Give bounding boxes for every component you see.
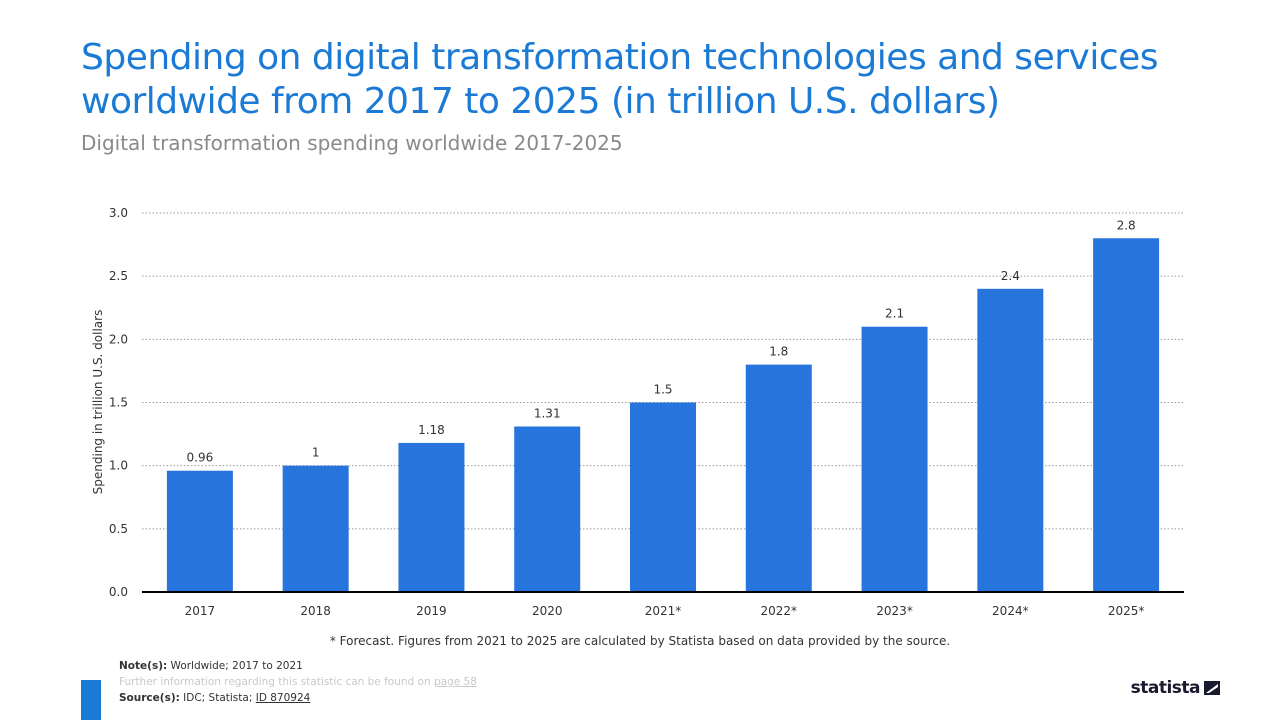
bar [861,326,928,592]
bar-value-label: 1 [312,446,320,460]
x-tick-label: 2025* [1108,604,1145,618]
bar-value-label: 1.31 [534,407,561,421]
x-axis-ticks: 2017 2018 2019 2020 2021* 2022* 2023* 2024* 2025… [185,604,1145,618]
y-tick-label: 0.5 [109,522,128,536]
further-info-text: Further information regarding this stati… [119,676,431,688]
bar-value-label: 0.96 [187,451,214,465]
source-line: Source(s): IDC; Statista; ID 870924 [119,690,477,706]
bar-value-label: 2.4 [1001,269,1020,283]
accent-bar [81,680,101,720]
y-axis-ticks: 0.0 0.5 1.0 1.5 2.0 2.5 3.0 [109,206,128,599]
bar [398,442,465,592]
y-tick-label: 0.0 [109,585,128,599]
bar [630,402,696,592]
source-id-link[interactable]: ID 870924 [255,692,311,704]
x-tick-label: 2021* [645,604,682,618]
further-info-link[interactable]: page 58 [433,676,477,688]
bar [166,470,233,592]
x-tick-label: 2018 [300,604,331,618]
forecast-footnote: * Forecast. Figures from 2021 to 2025 ar… [329,634,951,648]
note-label: Note(s): [119,660,168,672]
statista-logo[interactable]: statista [1131,678,1220,698]
logo-text: statista [1130,678,1201,698]
source-text: IDC; Statista; [183,692,253,704]
y-tick-label: 2.0 [109,332,128,346]
y-tick-label: 1.0 [109,459,128,473]
bar-value-label: 1.8 [769,345,788,359]
notes-block: Note(s): Worldwide; 2017 to 2021 Further… [119,658,477,706]
x-tick-label: 2022* [761,604,798,618]
further-info-line: Further information regarding this stati… [119,674,477,690]
bars [166,238,1160,592]
bar-value-label: 2.8 [1117,218,1136,232]
bar-value-label: 1.5 [653,383,672,397]
bar [977,288,1044,592]
note-line: Note(s): Worldwide; 2017 to 2021 [119,658,477,674]
bar [514,426,581,592]
x-tick-label: 2023* [876,604,913,618]
bar [1093,238,1160,592]
y-tick-label: 3.0 [109,206,128,220]
x-tick-label: 2017 [185,604,216,618]
bar [745,364,812,592]
note-text: Worldwide; 2017 to 2021 [170,660,303,672]
x-tick-label: 2024* [992,604,1029,618]
bar-value-label: 2.1 [885,307,904,321]
source-label: Source(s): [119,692,180,704]
x-tick-label: 2019 [416,604,447,618]
bar [282,465,349,592]
value-labels: 0.96 1 1.18 1.31 1.5 1.8 2.1 2.4 2.8 [187,218,1136,464]
y-tick-label: 2.5 [109,269,128,283]
y-axis-label: Spending in trillion U.S. dollars [91,310,105,495]
chart-title: Spending on digital transformation techn… [81,37,1159,122]
bar-chart: 0.0 0.5 1.0 1.5 2.0 2.5 3.0 0.96 1 1.18 1.31 1.5 1.… [91,206,1184,618]
chart-subtitle: Digital transformation spending worldwid… [81,131,623,155]
bar-value-label: 1.18 [418,423,445,437]
logo-mark-icon [1204,681,1220,695]
x-tick-label: 2020 [532,604,563,618]
y-tick-label: 1.5 [109,396,128,410]
